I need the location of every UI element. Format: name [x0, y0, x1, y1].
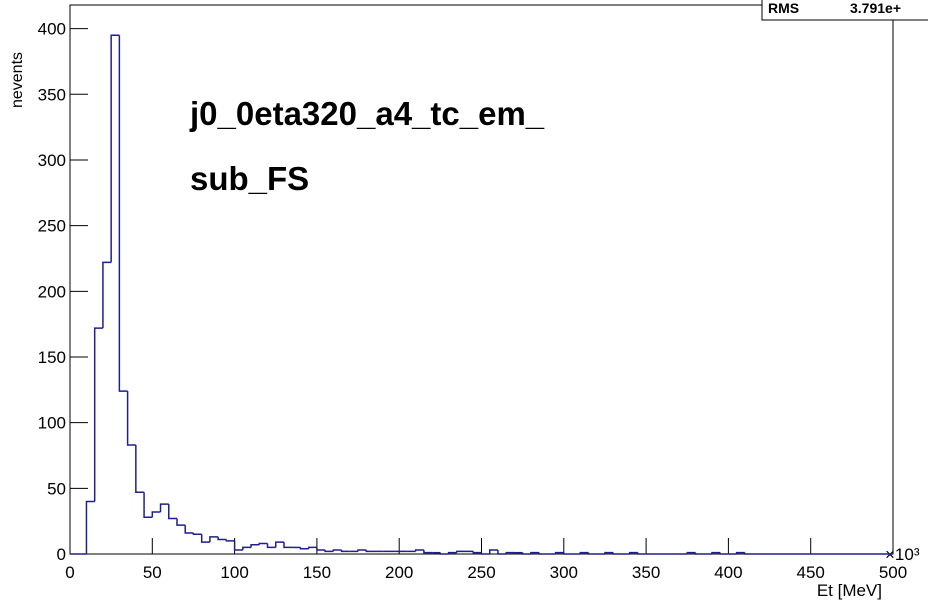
histogram-bin [414, 549, 424, 552]
x-tick-label: 400 [714, 563, 742, 582]
histogram-bin [480, 552, 490, 555]
histogram-bin [110, 34, 120, 263]
histogram-bin [316, 547, 326, 551]
histogram-bin [192, 532, 202, 536]
histogram-bin [168, 504, 177, 520]
y-tick-label: 100 [38, 414, 66, 433]
histogram-bin [225, 539, 235, 542]
x-tick-label: 0 [65, 563, 74, 582]
histogram-bin [340, 550, 350, 553]
histogram-bin [135, 444, 145, 494]
histogram-bin [694, 552, 704, 555]
x-tick-label: 100 [220, 563, 248, 582]
histogram-bin [184, 525, 194, 534]
histogram-bin [233, 540, 243, 551]
histogram-bin [637, 552, 647, 555]
histogram-bin [744, 552, 754, 555]
y-tick-label: 350 [38, 85, 66, 104]
histogram-bin [258, 542, 268, 545]
y-tick-label: 50 [47, 479, 66, 498]
histogram-bin [324, 550, 334, 553]
histogram-bin [628, 551, 638, 554]
histogram-bin [530, 551, 540, 554]
histogram-bin [554, 551, 564, 554]
histogram-bin [176, 518, 186, 526]
histogram-bin [423, 550, 433, 554]
y-tick-label: 250 [38, 217, 66, 236]
stats-label: RMS [768, 0, 799, 16]
histogram-bin [283, 542, 293, 549]
x-tick-label: 500 [879, 563, 907, 582]
histogram-bin [85, 500, 95, 554]
stats-box [761, 0, 928, 21]
x-tick-label: 300 [550, 563, 578, 582]
histogram-bin [521, 552, 531, 555]
histogram-bin [579, 551, 589, 554]
histogram-bin [242, 546, 252, 551]
histogram-bin [365, 550, 375, 553]
histogram-bin [488, 549, 498, 554]
histogram-bin [563, 552, 573, 555]
histogram-bin [93, 327, 103, 502]
x-tick-label: 150 [303, 563, 331, 582]
x-tick-label: 250 [467, 563, 495, 582]
histogram-bin [102, 261, 112, 329]
y-axis-label: nevents [9, 52, 26, 108]
stats-value: 3.791e+ [850, 0, 901, 16]
y-tick-label: 300 [38, 151, 66, 170]
x-tick-label: 350 [632, 563, 660, 582]
y-tick-label: 150 [38, 348, 66, 367]
histogram-bin [612, 552, 622, 555]
histogram-bin [299, 547, 309, 550]
y-tick-label: 0 [57, 545, 66, 564]
histogram-bin [200, 534, 210, 543]
histogram-bin [332, 549, 342, 552]
histogram-bin [604, 551, 614, 554]
histogram-bin [686, 551, 696, 554]
histogram-bin [587, 552, 597, 555]
histogram-bin [275, 541, 284, 548]
histogram-bin [159, 503, 169, 512]
x-tick-label: 50 [143, 563, 162, 582]
histogram-bin [472, 551, 482, 554]
x-tick-label: 200 [385, 563, 413, 582]
histogram-bin [151, 511, 161, 518]
histogram-bin [447, 551, 457, 554]
histogram-bin [126, 391, 136, 446]
histogram-bin [143, 492, 153, 518]
histogram-bin [711, 551, 721, 554]
x-exponent: ×10³ [885, 545, 920, 564]
histogram-bin [357, 549, 367, 552]
x-axis-label: Et [MeV] [817, 581, 882, 600]
histogram-bin [538, 552, 548, 555]
histogram-bin [505, 551, 515, 554]
histogram-bin [250, 544, 260, 548]
histogram-bin [118, 35, 128, 392]
histogram-bin [307, 546, 317, 549]
histogram-bin [209, 536, 219, 543]
annotation: j0_0eta320_a4_tc_em_ [189, 95, 545, 132]
histogram-bin [719, 552, 729, 555]
x-tick-label: 450 [797, 563, 825, 582]
annotation: sub_FS [190, 160, 309, 197]
y-tick-label: 200 [38, 282, 66, 301]
histogram-bin [735, 551, 745, 554]
histogram-bin [217, 536, 227, 541]
histogram-bin [439, 552, 449, 555]
y-tick-label: 400 [38, 20, 66, 39]
histogram-bin [266, 543, 276, 549]
histogram-bin [497, 550, 507, 555]
histogram-bin [456, 550, 466, 553]
